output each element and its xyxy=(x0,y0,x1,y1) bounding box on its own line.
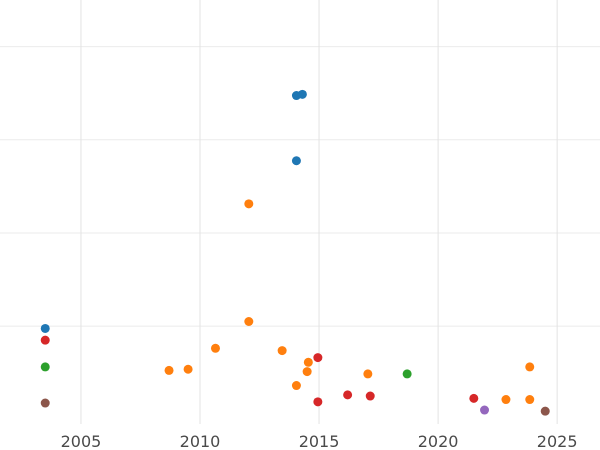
data-point xyxy=(40,323,50,333)
x-tick-label: 2005 xyxy=(61,432,102,450)
x-tick-label: 2010 xyxy=(180,432,221,450)
data-point xyxy=(277,346,287,356)
data-point xyxy=(40,362,50,372)
data-point xyxy=(501,395,511,405)
data-point xyxy=(302,367,312,377)
data-point xyxy=(244,316,254,326)
data-point xyxy=(313,353,323,363)
data-point xyxy=(210,343,220,353)
data-point xyxy=(343,390,353,400)
data-point xyxy=(469,393,479,403)
data-points xyxy=(40,89,550,416)
data-point xyxy=(40,335,50,345)
data-point xyxy=(291,156,301,166)
x-tick-label: 2015 xyxy=(299,432,340,450)
x-gridlines xyxy=(80,0,558,424)
data-point xyxy=(164,365,174,375)
x-axis: 2005 2010 2015 2020 2025 xyxy=(61,432,578,450)
y-gridlines xyxy=(0,46,600,327)
data-point xyxy=(303,357,313,367)
data-point xyxy=(363,369,373,379)
data-point xyxy=(540,406,550,416)
data-point xyxy=(183,364,193,374)
data-point xyxy=(291,381,301,391)
data-point xyxy=(244,199,254,209)
data-point xyxy=(480,405,490,415)
data-point xyxy=(40,398,50,408)
data-point xyxy=(297,89,307,99)
x-tick-label: 2025 xyxy=(537,432,578,450)
data-point xyxy=(365,391,375,401)
data-point xyxy=(313,397,323,407)
x-tick-label: 2020 xyxy=(418,432,459,450)
data-point xyxy=(402,369,412,379)
data-point xyxy=(525,395,535,405)
data-point xyxy=(525,362,535,372)
